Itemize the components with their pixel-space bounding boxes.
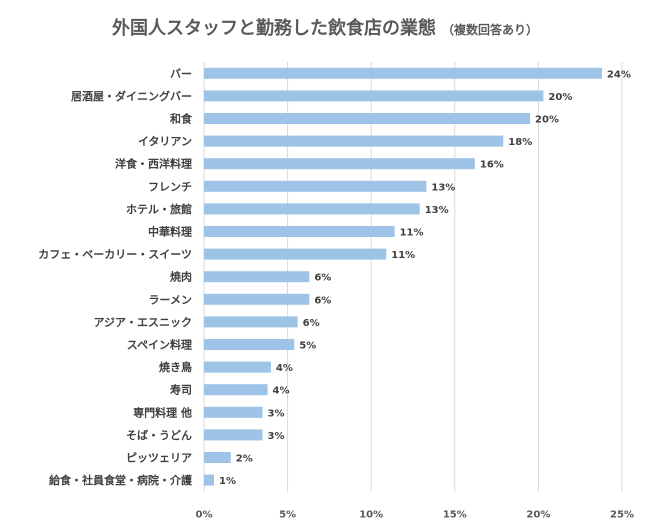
- data-label: 3%: [268, 431, 285, 442]
- category-label: 焼肉: [170, 270, 192, 284]
- category-label: ピッツェリア: [126, 452, 192, 465]
- category-label: 居酒屋・ダイニングバー: [71, 89, 192, 103]
- data-label: 13%: [425, 205, 449, 216]
- data-label: 3%: [268, 408, 285, 419]
- x-tick-label: 20%: [526, 509, 550, 520]
- bar: [204, 474, 215, 486]
- data-label: 4%: [276, 363, 293, 374]
- chart-title-wrap: 外国人スタッフと勤務した飲食店の業態 （複数回答あり）: [0, 14, 650, 40]
- bar: [204, 293, 310, 305]
- data-label: 2%: [236, 454, 253, 465]
- data-label: 6%: [314, 273, 331, 284]
- category-label: 和食: [170, 112, 193, 126]
- category-label: 給食・社員食堂・病院・介護: [49, 473, 193, 487]
- category-label: そば・うどん: [126, 428, 192, 442]
- category-label: フレンチ: [148, 180, 192, 193]
- bar: [204, 180, 427, 192]
- bar: [204, 113, 531, 124]
- bar: [204, 248, 387, 260]
- x-tick-label: 0%: [196, 509, 213, 520]
- chart-title: 外国人スタッフと勤務した飲食店の業態: [111, 18, 436, 39]
- data-label: 11%: [391, 250, 415, 261]
- bar: [204, 271, 310, 283]
- x-tick-label: 25%: [610, 509, 634, 520]
- category-label: ラーメン: [148, 293, 192, 306]
- bar: [204, 361, 271, 373]
- bar: [204, 226, 395, 237]
- data-label: 1%: [219, 476, 236, 487]
- bar: [204, 67, 602, 79]
- data-label: 6%: [303, 318, 320, 329]
- category-label: 焼き鳥: [159, 360, 192, 374]
- data-label: 11%: [400, 228, 424, 239]
- bar: [204, 90, 544, 102]
- category-label: 洋食・西洋料理: [115, 157, 192, 171]
- chart-subtitle: （複数回答あり）: [441, 23, 538, 37]
- data-label: 13%: [431, 182, 455, 193]
- category-label: 中華料理: [148, 225, 192, 239]
- category-label: アジア・エスニック: [93, 316, 192, 329]
- category-label: 専門料理 他: [133, 405, 192, 419]
- category-label: イタリアン: [138, 135, 192, 148]
- data-label: 5%: [299, 341, 316, 352]
- x-tick-label: 5%: [279, 509, 296, 520]
- bar: [204, 135, 504, 147]
- category-label: 寿司: [170, 383, 192, 397]
- data-label: 4%: [273, 386, 290, 397]
- data-label: 24%: [607, 69, 631, 80]
- data-label: 6%: [314, 295, 331, 306]
- category-label: ホテル・旅館: [126, 202, 192, 216]
- bar: [204, 452, 231, 463]
- bar: [204, 203, 420, 215]
- bar: [204, 429, 263, 441]
- category-label: バー: [170, 67, 192, 80]
- bar: [204, 316, 298, 328]
- x-tick-label: 15%: [443, 509, 467, 520]
- data-label: 20%: [548, 92, 572, 103]
- bar: [204, 406, 263, 418]
- x-tick-label: 10%: [359, 509, 383, 520]
- category-label: スペイン料理: [127, 338, 192, 352]
- data-label: 16%: [480, 160, 504, 171]
- bar: [204, 339, 295, 350]
- data-label: 18%: [508, 137, 532, 148]
- data-label: 20%: [535, 115, 559, 126]
- bar: [204, 158, 475, 170]
- bar: [204, 384, 268, 396]
- category-label: カフェ・ベーカリー・スイーツ: [38, 248, 192, 261]
